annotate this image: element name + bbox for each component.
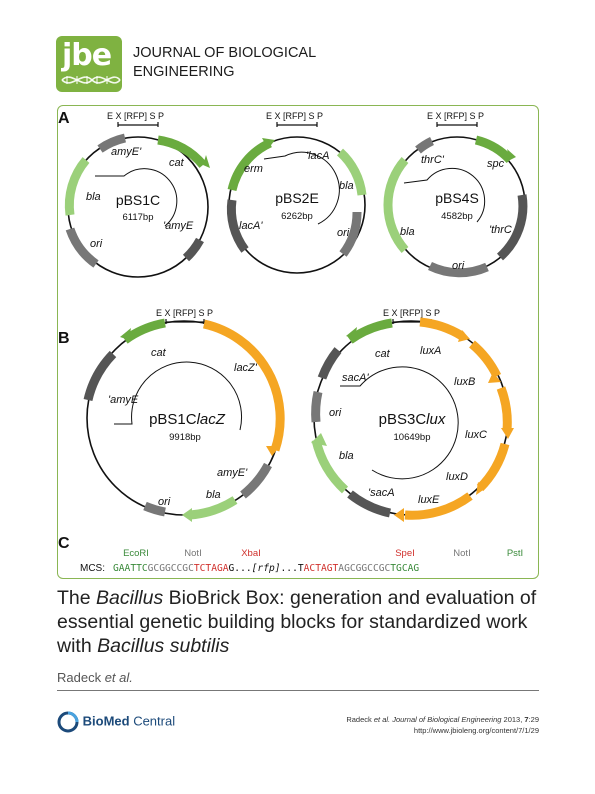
plasmid-size: 9918bp [169, 432, 201, 443]
plasmid-size: 4582bp [441, 211, 473, 222]
gene-label: erm [244, 163, 263, 175]
journal-name-line2: ENGINEERING [133, 64, 235, 80]
gene-label: ori [329, 407, 342, 419]
panel-label-c: C [58, 535, 70, 552]
panel-label-b: B [58, 330, 70, 347]
plasmid-pbs2e: E X [RFP] S P 'lacA erm bla lacA' ori pB… [226, 111, 367, 274]
gene-label: luxE [418, 494, 440, 506]
plasmid-size: 6262bp [281, 211, 313, 222]
gene-label: bla [339, 450, 354, 462]
panel-label-a: A [58, 110, 70, 127]
gene-label: bla [86, 191, 101, 203]
journal-name: JOURNAL OF BIOLOGICAL ENGINEERING [133, 44, 316, 82]
biomed-central-icon [57, 711, 79, 733]
plasmid-name: pBS1ClacZ [149, 411, 226, 428]
gene-label: amyE' [111, 146, 142, 158]
gene-label: thrC' [421, 154, 445, 166]
gene-label: 'lacA [306, 150, 330, 162]
plasmid-pbs3clux: E X [RFP] S P cat sacA' ori bla 'sacA lu… [311, 308, 514, 522]
gene-label: 'amyE [163, 220, 194, 232]
plasmid-name: pBS2E [275, 190, 319, 206]
gene-label: luxC [465, 429, 487, 441]
divider [57, 690, 539, 691]
plasmid-size: 10649bp [394, 432, 431, 443]
enzyme-label: SpeI [395, 548, 415, 559]
plasmid-name: pBS3Clux [379, 411, 446, 428]
article-url[interactable]: http://www.jbioleng.org/content/7/1/29 [413, 726, 539, 735]
gene-label: bla [206, 489, 221, 501]
gene-label: ori [158, 496, 171, 508]
gene-label: lacA' [239, 220, 263, 232]
gene-label: bla [400, 226, 415, 238]
article-title: The Bacillus BioBrick Box: generation an… [57, 587, 537, 657]
plasmid-pbs4s: E X [RFP] S P thrC' spc bla 'thrC ori pB… [383, 111, 528, 278]
journal-name-line1: JOURNAL OF BIOLOGICAL [133, 45, 317, 61]
gene-label: cat [151, 347, 167, 359]
figure-frame [57, 105, 539, 579]
dna-helix-icon [61, 76, 121, 84]
gene-label: lacZ' [234, 362, 258, 374]
authors: Radeck et al. [57, 670, 133, 685]
gene-label: ori [337, 227, 350, 239]
gene-label: cat [169, 157, 185, 169]
publisher-logo: BioMed Central [57, 711, 175, 733]
gene-label: luxB [454, 376, 475, 388]
journal-logo: jbe [56, 36, 122, 92]
enzyme-label: EcoRI [123, 548, 149, 559]
enzyme-label: NotI [184, 548, 201, 559]
gene-label: ori [452, 260, 465, 272]
site-header: E X [RFP] S P [266, 111, 323, 121]
gene-label: 'sacA [368, 487, 395, 499]
gene-label: luxA [420, 345, 441, 357]
enzyme-label: NotI [453, 548, 470, 559]
gene-label: amyE' [217, 467, 248, 479]
citation: Radeck et al. Journal of Biological Engi… [346, 715, 539, 735]
enzyme-label: PstI [507, 548, 523, 559]
mcs-panel: EcoRI NotI XbaI SpeI NotI PstI MCS: GAAT… [80, 548, 523, 574]
mcs-label: MCS: [80, 563, 105, 574]
site-header: E X [RFP] S P [107, 111, 164, 121]
gene-label: 'thrC [489, 224, 512, 236]
site-header: E X [RFP] S P [427, 111, 484, 121]
gene-label: bla [339, 180, 354, 192]
site-header: E X [RFP] S P [383, 308, 440, 318]
site-header: E X [RFP] S P [156, 308, 213, 318]
plasmid-pbs1c: E X [RFP] S P amyE' cat bla 'amyE ori pB… [64, 111, 210, 278]
gene-label: ori [90, 238, 103, 250]
plasmid-size: 6117bp [123, 212, 154, 223]
plasmid-name: pBS4S [435, 190, 479, 206]
gene-label: spc [487, 158, 505, 170]
logo-text: jbe [62, 38, 112, 73]
plasmid-name: pBS1C [116, 192, 160, 208]
gene-label: cat [375, 348, 391, 360]
gene-label: 'amyE [108, 394, 139, 406]
mcs-sequence: GAATTCGCGGCCGCTCTAGAG...[rfp]...TACTAGTA… [113, 563, 419, 574]
gene-label: luxD [446, 471, 468, 483]
gene-label: sacA' [342, 372, 369, 384]
enzyme-label: XbaI [241, 548, 261, 559]
plasmid-pbs1clacz: E X [RFP] S P cat 'amyE lacZ' amyE' bla … [83, 308, 285, 522]
